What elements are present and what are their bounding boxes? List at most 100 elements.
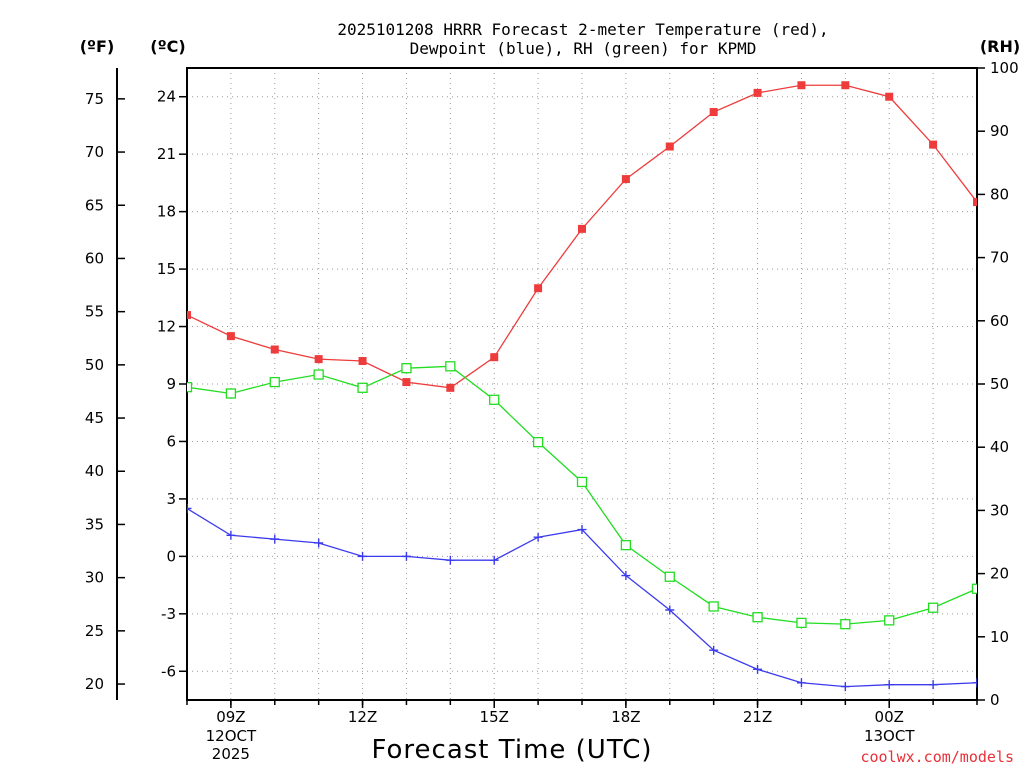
- dewpoint-point: [533, 532, 543, 542]
- rh-tick-label: 30: [990, 501, 1009, 519]
- x-tick-label: 15Z: [480, 708, 509, 726]
- rh-point: [357, 382, 368, 393]
- dewpoint-point: [358, 551, 368, 561]
- 2-meter-temperature-point: [578, 224, 586, 233]
- rh-point: [445, 361, 456, 372]
- fahrenheit-tick-label: 65: [85, 196, 104, 214]
- celsius-tick-label: 15: [157, 260, 176, 278]
- dewpoint-point: [928, 680, 938, 690]
- 2-meter-temperature-point: [841, 81, 850, 90]
- x-tick-label: 09Z: [216, 708, 245, 726]
- fahrenheit-tick-label: 75: [85, 90, 104, 108]
- x-tick-label: 21Z: [743, 708, 772, 726]
- fahrenheit-tick-label: 20: [85, 675, 104, 693]
- 2-meter-temperature-point: [929, 140, 938, 149]
- rh-tick-label: 100: [990, 59, 1019, 77]
- credit-text: coolwx.com/models: [860, 748, 1014, 766]
- 2-meter-temperature-point: [797, 81, 806, 90]
- 2-meter-temperature-point: [314, 355, 323, 364]
- rh-tick-label: 0: [990, 691, 1000, 709]
- celsius-tick-label: -3: [161, 605, 176, 623]
- x-date-label: 13OCT: [864, 727, 915, 745]
- rh-point: [187, 382, 193, 393]
- 2-meter-temperature-point: [885, 92, 894, 101]
- celsius-tick-label: -6: [161, 662, 176, 680]
- rh-point: [269, 376, 280, 388]
- 2-meter-temperature-point: [226, 332, 235, 341]
- rh-point: [401, 363, 412, 374]
- celsius-tick-label: 18: [157, 203, 176, 221]
- rh-point: [225, 388, 237, 399]
- rh-point: [927, 602, 939, 613]
- rh-point: [752, 612, 763, 623]
- dewpoint-point: [489, 555, 499, 565]
- x-tick-label: 12Z: [348, 708, 377, 726]
- 2-meter-temperature-point: [358, 357, 367, 366]
- 2-meter-temperature-point: [709, 108, 718, 117]
- 2-meter-temperature-line: [187, 84, 977, 389]
- 2-meter-temperature-point: [973, 198, 977, 207]
- celsius-tick-label: 3: [166, 490, 176, 508]
- 2-meter-temperature-point: [490, 353, 499, 362]
- rh-line: [187, 365, 977, 625]
- dewpoint-point: [884, 680, 894, 690]
- rh-point: [664, 571, 675, 582]
- fahrenheit-tick-label: 25: [85, 622, 104, 640]
- rh-point: [971, 583, 977, 594]
- dewpoint-point: [709, 645, 719, 655]
- rh-point: [532, 436, 544, 448]
- fahrenheit-unit-label: (ºF): [80, 37, 115, 56]
- 2-meter-temperature-point: [402, 378, 411, 387]
- chart-subtitle: Dewpoint (blue), RH (green) for KPMD: [410, 39, 757, 58]
- rh-series: [187, 361, 977, 630]
- 2-meter-temperature-point: [446, 383, 455, 392]
- fahrenheit-tick-label: 50: [85, 356, 104, 374]
- dewpoint-point: [840, 682, 850, 692]
- dewpoint-point: [270, 534, 280, 544]
- x-year-label: 2025: [212, 745, 250, 763]
- rh-point: [576, 476, 588, 488]
- rh-point: [884, 615, 895, 626]
- dewpoint-point: [314, 538, 324, 548]
- rh-tick-label: 90: [990, 122, 1009, 140]
- fahrenheit-tick-label: 30: [85, 569, 104, 587]
- celsius-tick-label: 6: [166, 432, 176, 450]
- celsius-tick-label: 0: [166, 547, 176, 565]
- dewpoint-point: [445, 555, 455, 565]
- rh-tick-label: 80: [990, 185, 1009, 203]
- x-date-label: 12OCT: [206, 727, 257, 745]
- dewpoint-series: [187, 503, 977, 692]
- x-tick-label: 00Z: [875, 708, 904, 726]
- 2-meter-temperature-point: [270, 345, 279, 354]
- celsius-tick-label: 24: [157, 88, 176, 106]
- fahrenheit-tick-label: 40: [85, 462, 104, 480]
- celsius-tick-label: 21: [157, 145, 176, 163]
- dewpoint-point: [577, 525, 587, 535]
- rh-tick-label: 10: [990, 628, 1009, 646]
- rh-point: [796, 617, 807, 629]
- 2-meter-temperature-point: [621, 175, 630, 184]
- rh-tick-label: 20: [990, 565, 1009, 583]
- dewpoint-point: [187, 503, 192, 513]
- rh-point: [620, 540, 632, 551]
- dewpoint-point: [665, 605, 675, 615]
- dewpoint-point: [972, 678, 977, 688]
- dewpoint-point: [796, 678, 806, 688]
- 2-meter-temperature-point: [534, 284, 543, 293]
- fahrenheit-tick-label: 70: [85, 143, 104, 161]
- fahrenheit-tick-label: 60: [85, 249, 104, 267]
- rh-point: [313, 369, 324, 380]
- rh-tick-label: 50: [990, 375, 1009, 393]
- chart-title: 2025101208 HRRR Forecast 2-meter Tempera…: [337, 20, 828, 39]
- 2-meter-temperature-point: [187, 311, 191, 320]
- rh-point: [708, 601, 719, 612]
- x-tick-label: 18Z: [611, 708, 640, 726]
- fahrenheit-tick-label: 45: [85, 409, 104, 427]
- rh-tick-label: 40: [990, 438, 1009, 456]
- 2-meter-temperature-series: [187, 81, 977, 392]
- rh-point: [840, 619, 851, 630]
- dewpoint-point: [621, 571, 631, 581]
- rh-tick-label: 70: [990, 249, 1009, 267]
- 2-meter-temperature-point: [665, 142, 674, 151]
